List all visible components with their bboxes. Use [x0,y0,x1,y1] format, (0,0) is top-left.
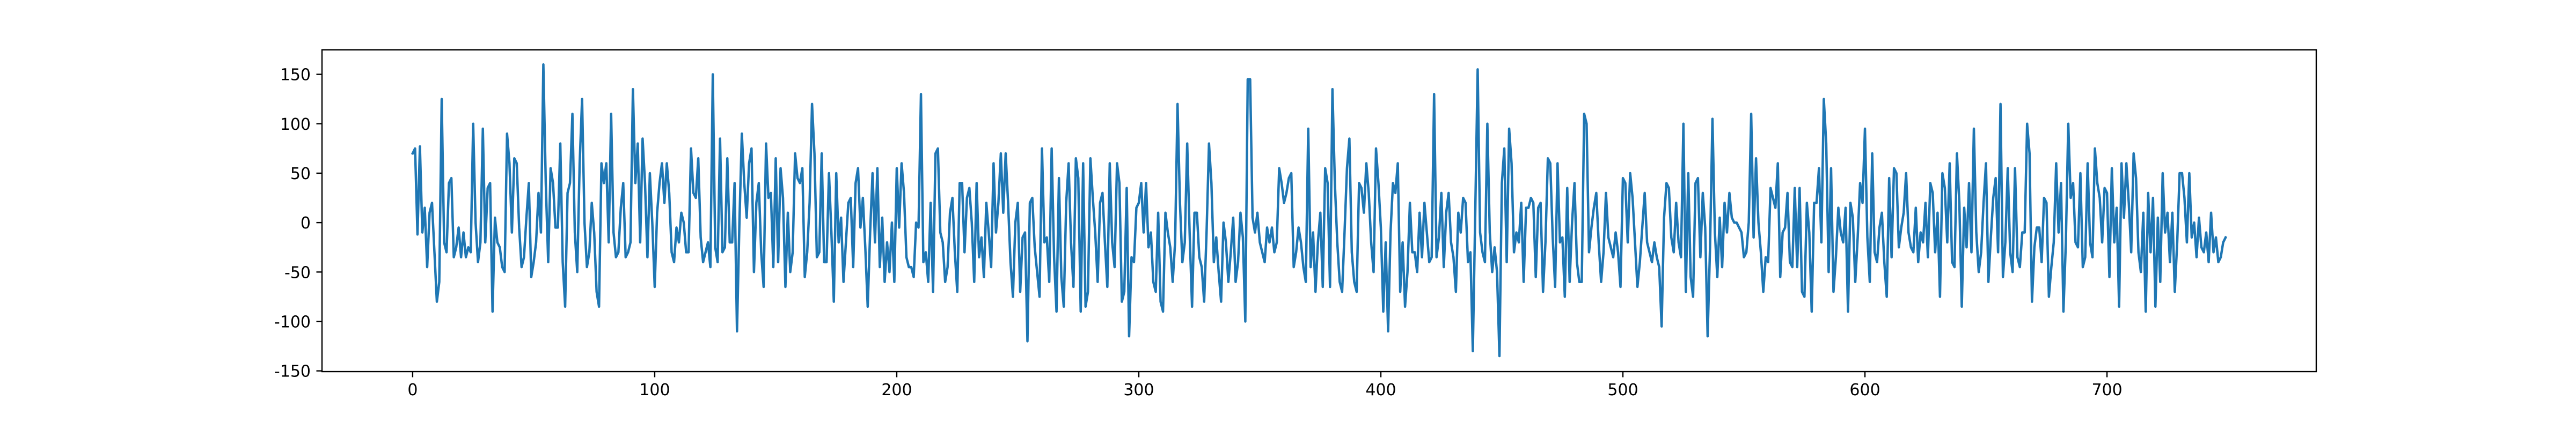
x-tick-label: 100 [639,381,670,400]
x-tick-label: 300 [1123,381,1154,400]
y-tick-label: 150 [280,66,311,85]
x-tick-label: 400 [1365,381,1396,400]
x-tick-label: 500 [1607,381,1638,400]
plot-frame [321,49,2317,373]
y-tick-label: 0 [301,214,311,233]
x-tick-label: 700 [2091,381,2122,400]
y-tick-label: -50 [284,263,311,282]
x-tick-label: 600 [1849,381,1880,400]
y-tick-label: -150 [274,363,311,381]
y-tick-label: -100 [274,313,311,331]
x-tick-label: 0 [407,381,418,400]
x-tick-label: 200 [881,381,912,400]
y-tick-label: 100 [280,115,311,134]
data-line [411,63,2228,358]
y-tick-label: 50 [290,165,311,183]
